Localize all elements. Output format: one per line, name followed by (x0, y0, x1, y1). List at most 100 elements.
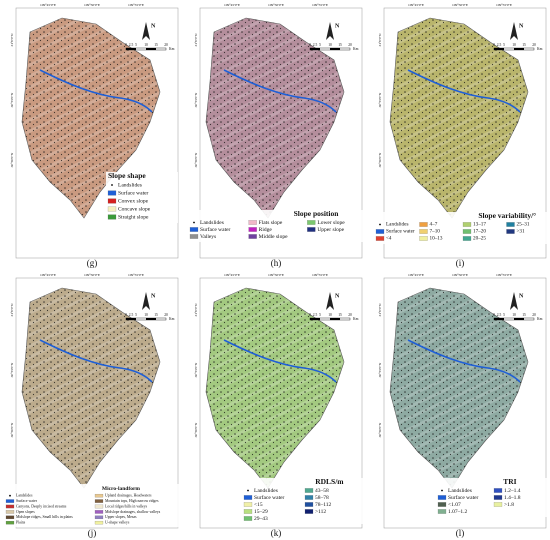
legend-label: Concave slope (118, 206, 151, 212)
legend-swatch (107, 198, 117, 204)
map-panel: 109°45'0"E 109°50'0"E 109°55'0"E 31°0'0"N 30… (188, 3, 364, 268)
scale-label: 0 (125, 313, 127, 317)
legend-label: Landslides (200, 220, 224, 226)
scale-unit: Km (537, 317, 543, 321)
legend-box (374, 212, 548, 244)
scale-label: 5 (135, 313, 137, 317)
scale-label: 20 (348, 43, 352, 47)
legend-swatch (94, 520, 104, 525)
scale-label: 20 (348, 313, 352, 317)
legend-box (242, 478, 364, 524)
legend-swatch (5, 515, 15, 520)
scale-label: 5 (503, 43, 505, 47)
latitude-label: 30°50'0"N (10, 422, 14, 437)
river (223, 69, 337, 113)
legend-swatch (94, 510, 104, 514)
legend-swatch (9, 494, 11, 497)
legend-swatch (107, 214, 117, 220)
legend: RDLS/m Landslides 43–58 Surface water 58–78 <… (242, 477, 364, 524)
legend-label: 10–13 (430, 236, 443, 242)
legend-box (106, 172, 178, 223)
scale-bar-fill (310, 318, 320, 320)
longitude-label: 109°55'0"E (312, 273, 328, 277)
legend-label: 43–58 (315, 488, 329, 494)
legend: Slope variability/° Landslides 4–7 13–17 25–… (374, 211, 548, 244)
scale-unit: Km (169, 317, 175, 321)
legend-label: Mountain tops, High narrow ridges (105, 499, 159, 504)
scale-label: 10 (328, 43, 332, 47)
longitude-label: 109°45'0"E (408, 273, 424, 277)
legend-label: Lower slope (317, 220, 345, 226)
legend-label: Canyons, Deeply incised streams (16, 504, 67, 509)
legend-label: 4–7 (430, 222, 438, 228)
legend-swatch (506, 229, 515, 234)
legend-swatch (248, 220, 257, 225)
legend-swatch (5, 520, 15, 525)
landslide-points (390, 288, 528, 488)
longitude-label: 109°50'0"E (84, 273, 100, 277)
scale-label: 15 (338, 43, 342, 47)
latitude-label: 30°55'0"N (194, 92, 198, 107)
scale-bar-fill (494, 318, 504, 320)
legend-swatch (247, 489, 249, 492)
legend: Slope position Landslides Flats slope Lower… (188, 209, 364, 242)
scale-label: 20 (532, 313, 536, 317)
legend-label: Landslides (254, 488, 278, 494)
legend-label: Landslides (448, 488, 472, 494)
legend-label: 58–78 (315, 495, 329, 501)
longitude-label: 109°55'0"E (496, 3, 512, 7)
landslide-points (206, 288, 344, 488)
legend-swatch (493, 495, 503, 500)
legend-label: Landslides (118, 182, 142, 188)
scale-label: 10 (328, 313, 332, 317)
legend-label: Flats slope (259, 220, 283, 226)
scale-label: 0 (125, 43, 127, 47)
map-panel: 109°45'0"E 109°50'0"E 109°55'0"E 31°0'0"N 30… (4, 273, 182, 538)
panel-label: (j) (88, 528, 97, 538)
longitude-label: 109°50'0"E (452, 3, 468, 7)
north-label: N (519, 293, 524, 299)
legend-label: Surface water (16, 499, 38, 503)
longitude-label: 109°55'0"E (128, 273, 144, 277)
legend-label: Landslides (16, 494, 33, 498)
river (407, 69, 521, 113)
scale-label: 15 (522, 313, 526, 317)
scale-unit: Km (353, 317, 359, 321)
legend-label: Plains (16, 521, 26, 525)
legend-swatch (243, 495, 253, 500)
legend-label: 20–25 (473, 236, 486, 242)
scale-unit: Km (169, 47, 175, 51)
scale-label: 20 (532, 43, 536, 47)
north-label: N (335, 23, 340, 29)
latitude-label: 30°55'0"N (378, 362, 382, 377)
latitude-label: 30°50'0"N (10, 152, 14, 167)
north-arrow (510, 292, 518, 310)
latitude-label: 31°0'0"N (194, 303, 198, 316)
scale-label: 10 (512, 313, 516, 317)
north-label: N (335, 293, 340, 299)
scale-bar-fill (514, 48, 524, 50)
legend-title: TRI (503, 477, 516, 486)
scale-bar-fill (126, 318, 136, 320)
legend-swatch (493, 502, 503, 507)
scale-bar-fill (126, 48, 136, 50)
legend-label: Surface water (254, 494, 285, 501)
legend-label: >112 (315, 509, 326, 515)
legend-label: 78–112 (315, 502, 332, 508)
legend-swatch (5, 510, 15, 514)
latitude-label: 30°55'0"N (378, 92, 382, 107)
legend-swatch (243, 509, 253, 514)
river (407, 339, 521, 383)
legend-swatch (111, 184, 113, 186)
river (39, 339, 153, 383)
scale-label: 20 (164, 313, 168, 317)
legend-swatch (243, 516, 253, 521)
legend-label: Open slopes (16, 510, 35, 514)
latitude-label: 30°50'0"N (194, 152, 198, 167)
landslide-points (22, 18, 160, 218)
legend-title: Slope variability/° (478, 211, 536, 220)
north-arrow (326, 22, 334, 40)
longitude-label: 109°45'0"E (408, 3, 424, 7)
legend-label: Upper slopes, Mesas (105, 515, 137, 520)
legend-label: <4 (386, 236, 392, 242)
